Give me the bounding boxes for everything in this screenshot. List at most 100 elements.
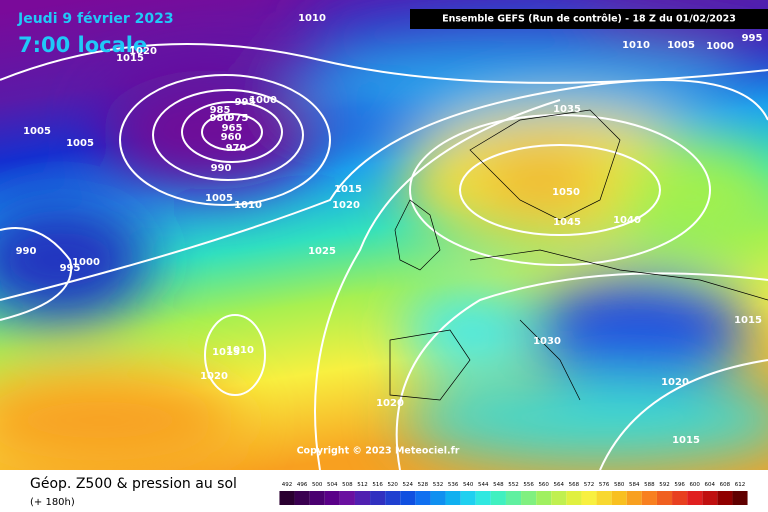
isobar-label: 1020 — [332, 200, 360, 211]
colorbar-swatch — [475, 491, 491, 505]
colorbar-label: 560 — [538, 482, 549, 488]
colorbar-swatch — [626, 491, 642, 505]
colorbar-label: 508 — [342, 482, 353, 488]
colorbar-swatch — [687, 491, 703, 505]
colorbar-swatch — [385, 491, 401, 505]
isobar-label: 1000 — [706, 41, 734, 52]
colorbar-swatch — [581, 491, 597, 505]
isobar-label: 1020 — [661, 377, 689, 388]
colorbar-label: 512 — [357, 482, 368, 488]
colorbar-swatch — [370, 491, 386, 505]
colorbar-swatch — [521, 491, 537, 505]
colorbar-swatch — [339, 491, 355, 505]
copyright: Copyright © 2023 Meteociel.fr — [297, 446, 460, 457]
colorbar-swatch — [460, 491, 476, 505]
colorbar-swatch — [536, 491, 552, 505]
isobar-label: 1050 — [552, 187, 580, 198]
colorbar-label: 576 — [599, 482, 610, 488]
colorbar-label: 600 — [689, 482, 700, 488]
isobar-label: 1015 — [212, 347, 240, 358]
colorbar-label: 568 — [569, 482, 580, 488]
colorbar-swatch — [505, 491, 522, 505]
isobar-label: 1025 — [308, 246, 336, 257]
colorbar-swatch — [641, 491, 657, 505]
isobar-label: 970 — [226, 143, 247, 154]
colorbar-swatch — [717, 491, 733, 505]
colorbar-label: 592 — [659, 482, 670, 488]
isobar-label: 1010 — [622, 40, 650, 51]
isobar-label: 1030 — [533, 336, 561, 347]
colorbar-label: 584 — [629, 482, 640, 488]
isobar-label: 1005 — [23, 126, 51, 137]
colorbar-swatch — [672, 491, 688, 505]
isobar-label: 1000 — [72, 257, 100, 268]
colorbar-swatch — [702, 491, 718, 505]
colorbar-label: 572 — [584, 482, 595, 488]
isobar-label: 965 — [222, 123, 243, 134]
forecast-date: Jeudi 9 février 2023 — [17, 11, 174, 27]
colorbar-swatch — [324, 491, 340, 505]
colorbar-label: 608 — [720, 482, 731, 488]
isobar-label: 1040 — [613, 215, 641, 226]
colorbar-label: 612 — [735, 482, 746, 488]
colorbar-swatch — [611, 491, 627, 505]
isobar-label: 1005 — [667, 40, 695, 51]
isobar-label: 995 — [235, 97, 256, 108]
colorbar-swatch — [732, 491, 748, 505]
isobar-label: 990 — [211, 163, 232, 174]
colorbar-swatch — [415, 491, 431, 505]
colorbar-label: 524 — [403, 482, 414, 488]
colorbar-swatch — [309, 491, 325, 505]
colorbar-swatch — [596, 491, 612, 505]
isobar-label: 1015 — [334, 184, 362, 195]
isobar-label: 1020 — [129, 46, 157, 57]
isobar-label: 975 — [228, 113, 249, 124]
isobar-label: 1005 — [205, 193, 233, 204]
colorbar-swatch — [551, 491, 567, 505]
isobar-label: 1010 — [234, 200, 262, 211]
isobar-label: 990 — [16, 246, 37, 257]
isobar-label: 960 — [221, 132, 242, 143]
footer-lead: (+ 180h) — [30, 497, 75, 508]
colorbar-swatch — [430, 491, 446, 505]
colorbar-swatch — [445, 491, 461, 505]
colorbar-swatch — [656, 491, 673, 505]
colorbar-label: 516 — [372, 482, 383, 488]
colorbar-label: 596 — [674, 482, 685, 488]
colorbar-label: 540 — [463, 482, 474, 488]
isobar-label: 985 — [210, 105, 231, 116]
footer-title: Géop. Z500 & pression au sol — [30, 476, 237, 492]
isobar-label: 1015 — [116, 53, 144, 64]
colorbar-label: 580 — [614, 482, 625, 488]
colorbar-label: 548 — [493, 482, 504, 488]
colorbar-label: 544 — [478, 482, 489, 488]
colorbar-label: 564 — [554, 482, 565, 488]
colorbar-label: 528 — [418, 482, 429, 488]
colorbar-label: 556 — [523, 482, 534, 488]
colorbar-swatch — [400, 491, 416, 505]
colorbar-swatch — [566, 491, 582, 505]
isobars — [0, 43, 768, 471]
colorbar-label: 496 — [297, 482, 308, 488]
isobar-label: 995 — [60, 263, 81, 274]
colorbar-label: 520 — [387, 482, 398, 488]
forecast-time: 7:00 locale — [18, 33, 147, 57]
model-run: Ensemble GEFS (Run de contrôle) - 18 Z d… — [442, 14, 736, 25]
colorbar-label: 492 — [282, 482, 293, 488]
isobar-label: 1045 — [553, 217, 581, 228]
colorbar-swatch — [294, 491, 310, 505]
header-bar — [410, 9, 768, 29]
isobar-label: 1015 — [734, 315, 762, 326]
colorbar-label: 604 — [705, 482, 716, 488]
colorbar-label: 532 — [433, 482, 444, 488]
colorbar-label: 536 — [448, 482, 459, 488]
colorbar-swatch — [354, 491, 371, 505]
isobar-label: 1015 — [672, 435, 700, 446]
isobar-label: 1035 — [553, 104, 581, 115]
isobar-label: 980 — [210, 113, 231, 124]
colorbar-label: 500 — [312, 482, 323, 488]
colorbar-label: 504 — [327, 482, 338, 488]
coastlines — [389, 109, 768, 401]
isobar-label: 1000 — [249, 95, 277, 106]
